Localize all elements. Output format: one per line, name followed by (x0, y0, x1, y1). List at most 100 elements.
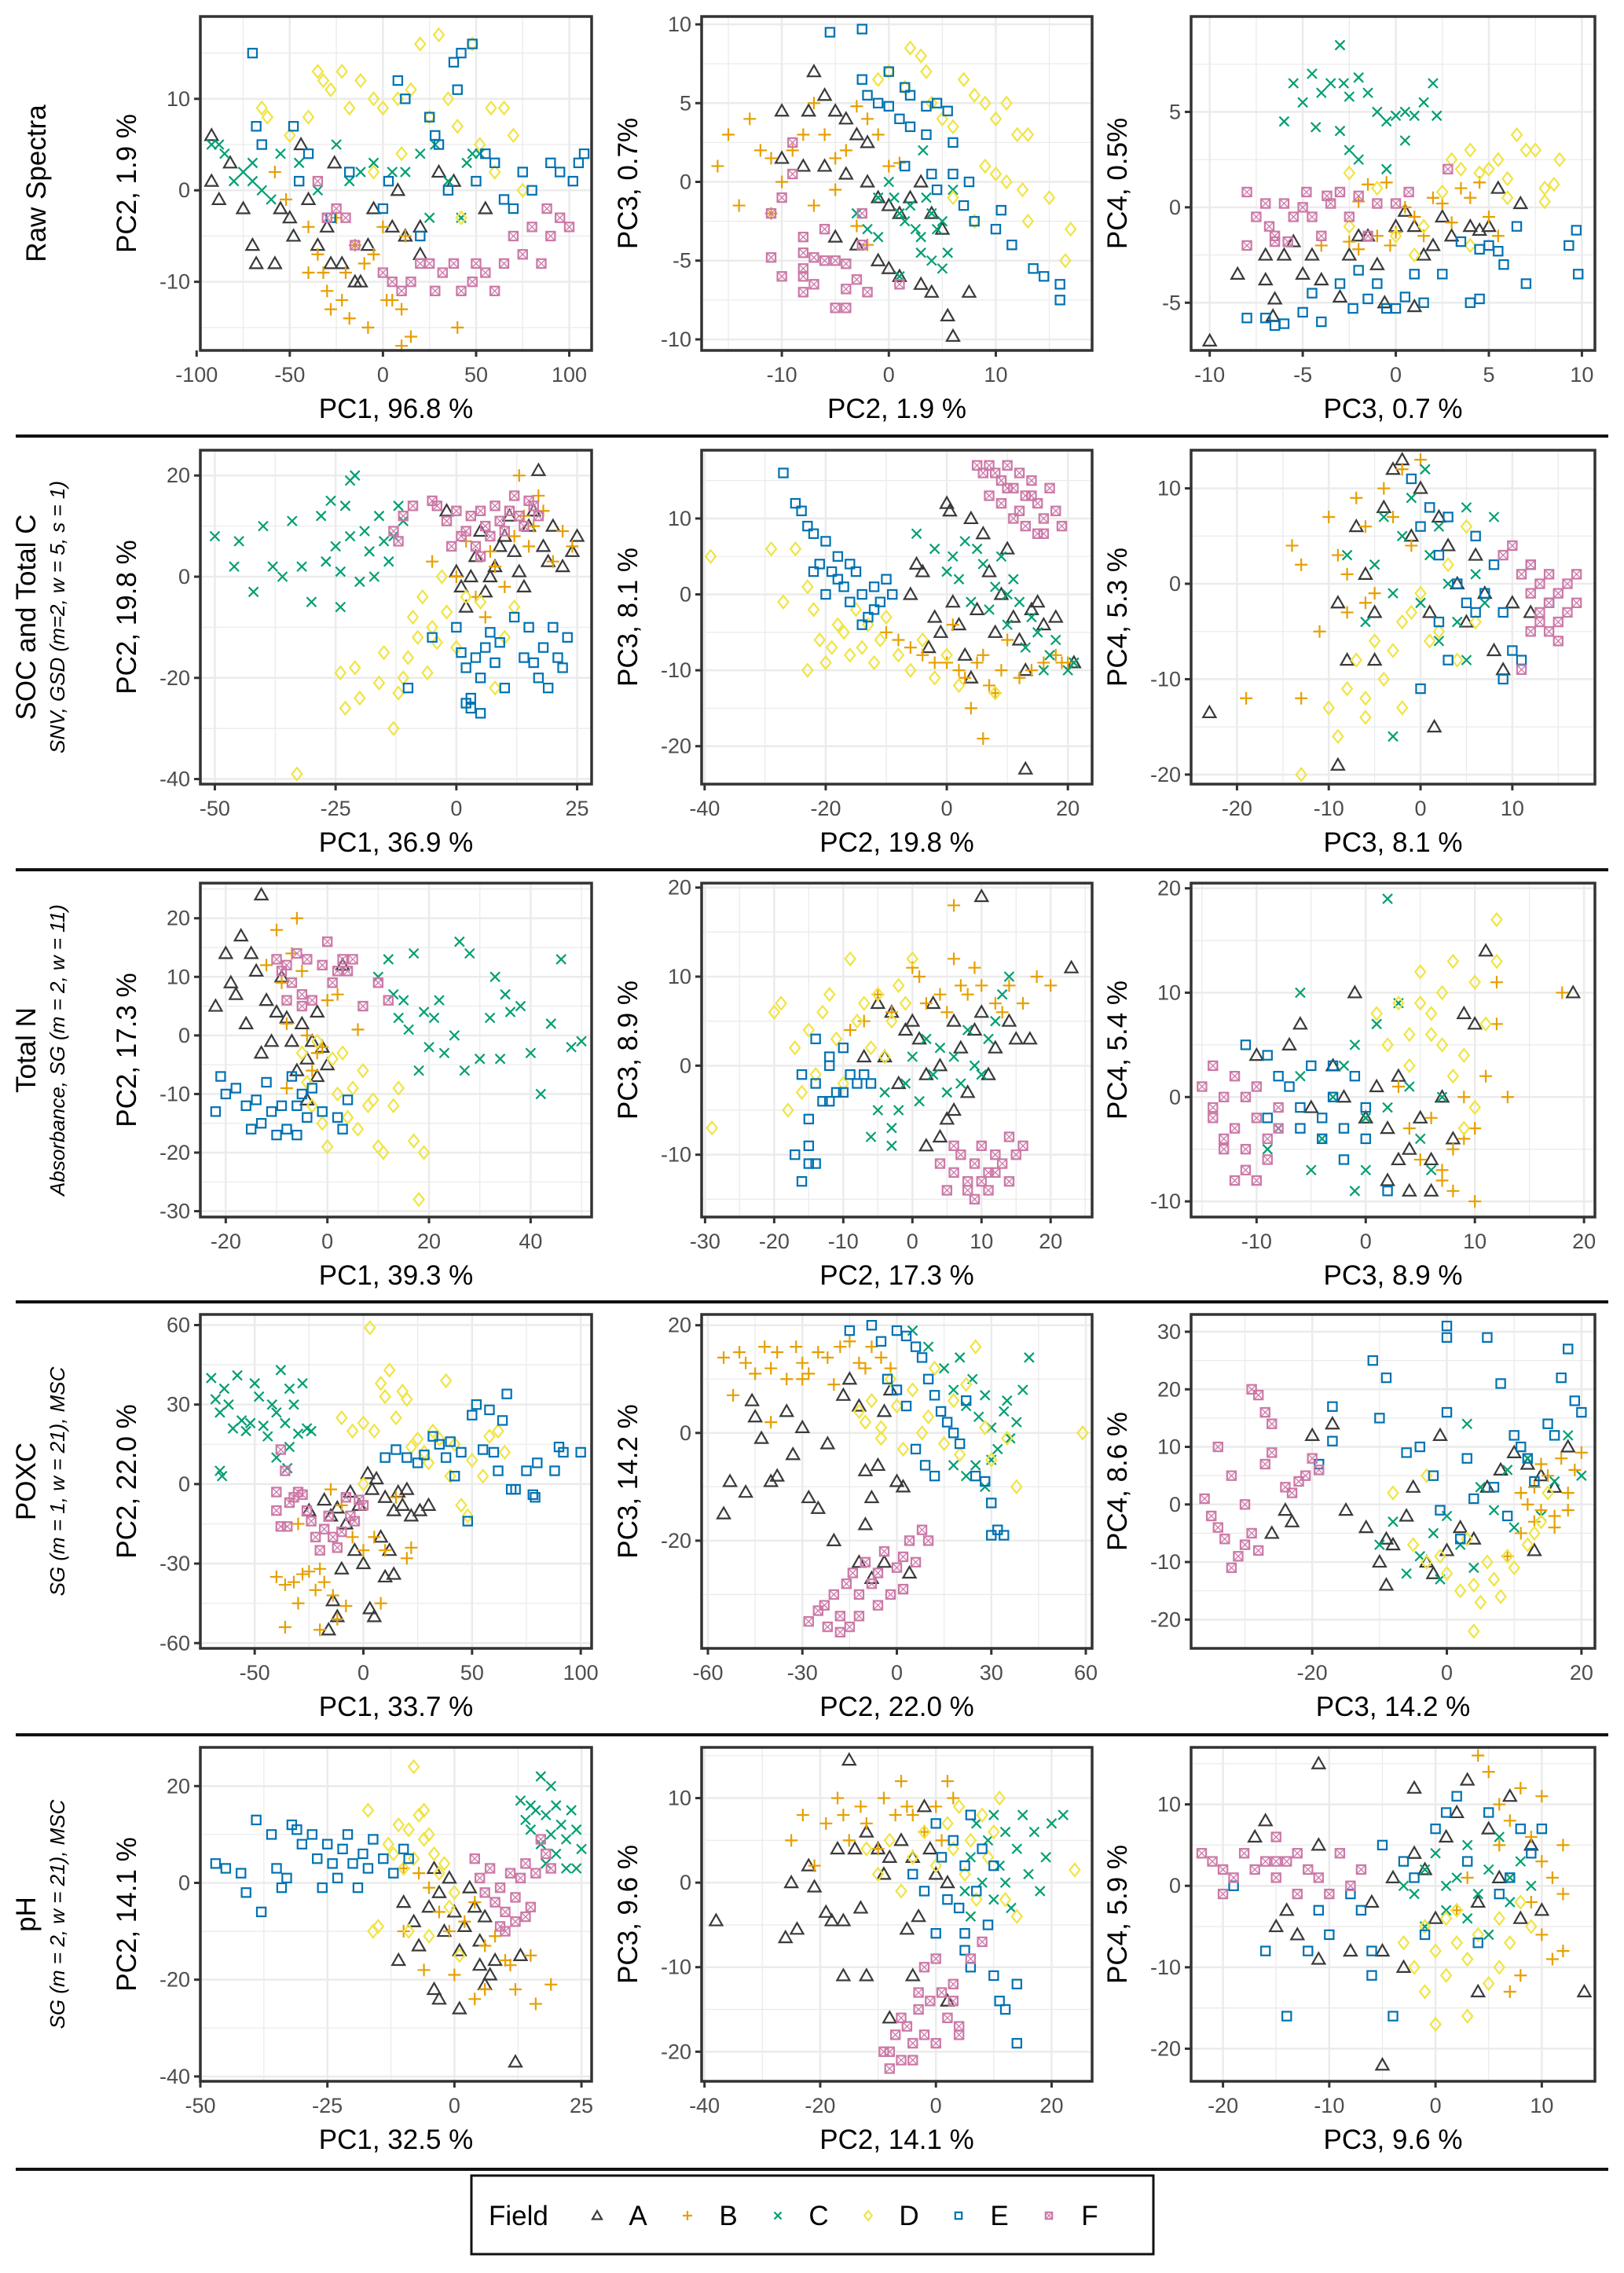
point-field-A (1257, 247, 1274, 261)
point-field-C (1483, 1864, 1494, 1875)
point-field-A (818, 1904, 834, 1918)
point-field-A (334, 255, 350, 269)
point-field-F (528, 500, 539, 511)
point-field-E (900, 82, 911, 93)
point-field-A (511, 563, 527, 577)
point-field-A (838, 111, 854, 125)
point-field-A (1338, 1501, 1354, 1516)
point-field-C (1522, 1453, 1534, 1464)
point-field-F (281, 1521, 293, 1532)
point-field-A (945, 328, 961, 343)
point-field-E (1428, 1470, 1439, 1481)
y-tick-label: -20 (1150, 763, 1181, 786)
point-field-F (446, 541, 457, 552)
point-field-C (1371, 1018, 1382, 1030)
y-tick-label: 20 (167, 1774, 190, 1798)
x-tick-label: 20 (1039, 1230, 1062, 1253)
point-field-F (286, 977, 298, 988)
point-field-D (295, 1045, 309, 1061)
point-field-E (527, 1489, 539, 1501)
legend-key-E (954, 2211, 963, 2220)
point-field-A (1024, 601, 1039, 615)
point-field-E (1452, 578, 1463, 589)
point-field-D (1000, 1430, 1014, 1446)
point-field-D (367, 91, 380, 107)
point-field-B (829, 183, 842, 196)
point-field-E (824, 1095, 835, 1107)
point-field-A (304, 1033, 321, 1047)
point-field-E (528, 657, 539, 669)
point-field-C (214, 1407, 225, 1418)
point-field-D (1059, 252, 1072, 269)
point-field-E (810, 1033, 821, 1045)
point-field-F (862, 287, 873, 298)
point-field-A (870, 252, 886, 266)
point-field-B (280, 192, 293, 206)
point-field-C (879, 1087, 890, 1098)
point-field-E (327, 1858, 338, 1869)
point-field-D (291, 766, 303, 782)
point-field-B (764, 1416, 778, 1429)
point-field-D (849, 602, 863, 618)
point-field-D (1473, 165, 1486, 181)
y-axis-title: PC3, 9.6 % (613, 1845, 643, 1984)
legend: Field A B C D E F (470, 2174, 1155, 2256)
point-field-E (562, 632, 573, 643)
y-tick-label: 10 (668, 965, 691, 988)
point-field-B (448, 1968, 461, 1982)
row-title: pH (11, 1897, 42, 1932)
point-field-B (1285, 539, 1299, 552)
point-field-C (423, 212, 435, 223)
point-field-A (827, 103, 844, 117)
point-field-B (717, 1351, 731, 1364)
x-axis-title: PC2, 1.9 % (827, 394, 966, 424)
point-field-B (988, 997, 1002, 1010)
point-field-B (1493, 1839, 1506, 1852)
point-field-A (863, 1489, 880, 1504)
point-field-A (969, 601, 985, 615)
point-field-D (837, 1076, 850, 1091)
point-field-F (1208, 1102, 1219, 1113)
point-field-B (1025, 664, 1038, 677)
point-field-D (871, 71, 885, 87)
point-field-C (297, 1377, 308, 1389)
point-field-B (959, 671, 972, 684)
point-field-D (1520, 142, 1533, 158)
point-field-B (880, 625, 893, 639)
point-field-F (969, 1193, 981, 1205)
y-axis-title: PC4, 8.6 % (1102, 1412, 1133, 1551)
point-field-C (576, 1843, 587, 1855)
point-field-A (857, 1516, 874, 1531)
point-field-A (1406, 218, 1423, 233)
point-field-A (482, 568, 498, 583)
point-field-D (1481, 1554, 1494, 1570)
point-field-A (1512, 1910, 1529, 1924)
point-field-D (838, 625, 850, 640)
point-field-B (468, 1896, 482, 1909)
point-field-C (1344, 145, 1355, 156)
point-field-C (227, 1423, 239, 1434)
point-field-B (995, 664, 1008, 677)
point-field-F (456, 285, 467, 297)
point-field-D (1423, 633, 1436, 649)
point-field-C (364, 546, 375, 557)
point-field-C (959, 1886, 970, 1897)
point-field-D (823, 986, 836, 1003)
point-field-C (1360, 1113, 1372, 1124)
point-field-E (1295, 1102, 1306, 1113)
point-field-D (1469, 614, 1482, 630)
point-field-F (856, 207, 867, 219)
point-field-F (323, 1510, 334, 1522)
point-field-C (1325, 78, 1336, 89)
point-field-F (930, 2037, 941, 2049)
point-field-E (859, 1069, 870, 1080)
point-field-F (499, 526, 511, 537)
point-field-D (968, 213, 981, 229)
point-field-C (236, 1415, 247, 1426)
point-field-B (339, 1600, 353, 1613)
point-field-D (1439, 1910, 1453, 1927)
point-field-F (332, 966, 343, 977)
point-field-C (484, 1012, 496, 1024)
point-field-E (796, 505, 807, 516)
point-field-A (774, 103, 790, 117)
